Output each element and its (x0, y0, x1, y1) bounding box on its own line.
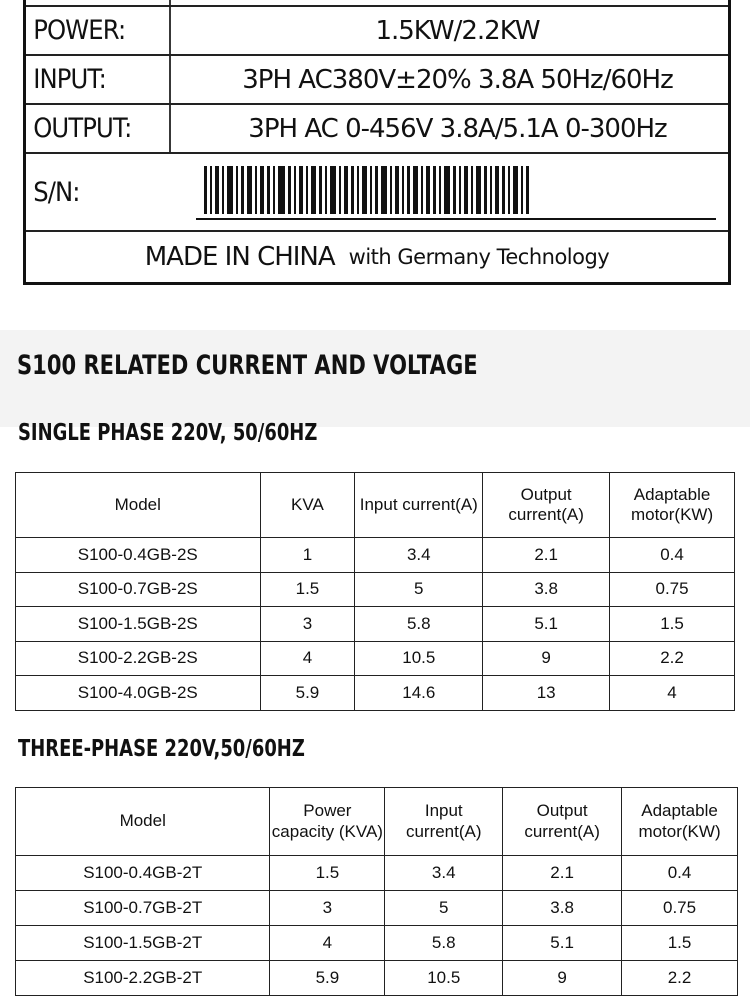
table-cell: 5.8 (354, 606, 484, 642)
table-cell: 1.5 (621, 925, 738, 961)
table-cell: 1.5 (269, 855, 386, 891)
table-cell: S100-0.7GB-2T (14, 890, 271, 926)
table-cell: 0.75 (609, 571, 735, 608)
made-in-line: MADE IN CHINA with Germany Technology (26, 232, 728, 282)
table-row: S100-0.4GB-2T 1.5 3.4 2.1 0.4 (14, 855, 738, 891)
nameplate-row-top (26, 0, 728, 7)
table-cell: 10.5 (354, 640, 484, 677)
table-cell: 0.4 (621, 855, 738, 891)
output-value: 3PH AC 0-456V 3.8A/5.1A 0-300Hz (248, 113, 667, 144)
section-title: S100 RELATED CURRENT AND VOLTAGE (17, 350, 478, 381)
header-row: Model KVA Input current(A) Output current(A… (15, 472, 735, 538)
made-in-text: MADE IN CHINA (144, 242, 336, 272)
table-cell: S100-4.0GB-2S (15, 675, 261, 711)
single-phase-title: SINGLE PHASE 220V, 50/60HZ (18, 420, 318, 446)
table-cell: 9 (482, 640, 611, 677)
table-cell: 5.1 (502, 925, 623, 961)
table-cell: S100-0.7GB-2S (15, 571, 261, 608)
table-cell: S100-2.2GB-2T (14, 960, 271, 996)
three-phase-title: THREE-PHASE 220V,50/60HZ (18, 736, 305, 762)
table-cell: 3 (269, 890, 386, 926)
table-cell: 13 (482, 675, 611, 711)
header-cell: Adaptable motor(KW) (609, 472, 735, 538)
table-cell: S100-1.5GB-2S (15, 606, 261, 642)
table-cell: 4 (269, 925, 386, 961)
table-cell: 1 (259, 537, 356, 573)
table-cell: 5.9 (259, 675, 356, 711)
table-cell: 2.1 (482, 537, 611, 573)
table-cell: 5 (384, 890, 504, 926)
table-cell: 5.1 (482, 606, 611, 642)
nameplate-row-power: POWER: 1.5KW/2.2KW (26, 7, 728, 56)
table-cell: 3.4 (384, 855, 504, 891)
table-row: S100-4.0GB-2S 5.9 14.6 13 4 (15, 675, 735, 711)
nameplate-row-output: OUTPUT: 3PH AC 0-456V 3.8A/5.1A 0-300Hz (26, 105, 728, 154)
table-cell: 1.5 (259, 571, 356, 608)
table-cell: 2.1 (502, 855, 623, 891)
table-row: S100-2.2GB-2S 4 10.5 9 2.2 (15, 640, 735, 677)
sn-label: S/N: (33, 176, 80, 208)
table-cell: 2.2 (609, 640, 735, 677)
nameplate-row-sn: S/N: (26, 154, 728, 232)
table-cell: 3.8 (502, 890, 623, 926)
table-cell: 3.4 (354, 537, 484, 573)
header-cell: Model (14, 787, 271, 856)
header-cell: Adaptable motor(KW) (621, 787, 738, 856)
table-row: S100-2.2GB-2T 5.9 10.5 9 2.2 (14, 960, 738, 996)
header-cell: KVA (259, 472, 356, 538)
header-cell: Input current(A) (384, 787, 504, 856)
made-with-text: with Germany Technology (348, 245, 610, 269)
table-cell: 2.2 (621, 960, 738, 996)
header-cell: Output current(A) (502, 787, 623, 856)
output-label: OUTPUT: (26, 105, 171, 152)
header-cell: Output current(A) (482, 472, 611, 538)
power-label: POWER: (26, 7, 171, 54)
header-row: Model Power capacity (KVA) Input current(A… (14, 787, 738, 856)
table-cell: 5 (354, 571, 484, 608)
table-cell: S100-0.4GB-2S (15, 537, 261, 573)
table-row: S100-1.5GB-2S 3 5.8 5.1 1.5 (15, 606, 735, 642)
table-cell: 10.5 (384, 960, 504, 996)
table-cell: 4 (259, 640, 356, 677)
section-header-band: S100 RELATED CURRENT AND VOLTAGE (0, 330, 750, 427)
table-row: S100-1.5GB-2T 4 5.8 5.1 1.5 (14, 925, 738, 961)
table-cell: 3.8 (482, 571, 611, 608)
single-phase-table: Model KVA Input current(A) Output current(A… (15, 472, 735, 711)
header-cell: Model (15, 472, 261, 538)
three-phase-table: Model Power capacity (KVA) Input current(A… (14, 787, 738, 996)
table-row: S100-0.4GB-2S 1 3.4 2.1 0.4 (15, 537, 735, 573)
table-cell: 4 (609, 675, 735, 711)
table-cell: S100-0.4GB-2T (14, 855, 271, 891)
table-cell: 9 (502, 960, 623, 996)
table-row: S100-0.7GB-2S 1.5 5 3.8 0.75 (15, 571, 735, 608)
table-cell: S100-1.5GB-2T (14, 925, 271, 961)
input-value: 3PH AC380V±20% 3.8A 50Hz/60Hz (242, 64, 674, 95)
table-cell: 1.5 (609, 606, 735, 642)
header-cell: Power capacity (KVA) (269, 787, 386, 856)
power-value: 1.5KW/2.2KW (375, 15, 540, 46)
barcode-image (196, 166, 716, 220)
input-label: INPUT: (26, 56, 171, 103)
table-cell: 5.8 (384, 925, 504, 961)
table-cell: 3 (259, 606, 356, 642)
table-cell: 14.6 (354, 675, 484, 711)
header-cell: Input current(A) (354, 472, 484, 538)
nameplate-row-input: INPUT: 3PH AC380V±20% 3.8A 50Hz/60Hz (26, 56, 728, 105)
table-row: S100-0.7GB-2T 3 5 3.8 0.75 (14, 890, 738, 926)
table-cell: 5.9 (269, 960, 386, 996)
table-cell: 0.75 (621, 890, 738, 926)
table-cell: S100-2.2GB-2S (15, 640, 261, 677)
nameplate: POWER: 1.5KW/2.2KW INPUT: 3PH AC380V±20% 3… (23, 0, 731, 285)
table-cell: 0.4 (609, 537, 735, 573)
